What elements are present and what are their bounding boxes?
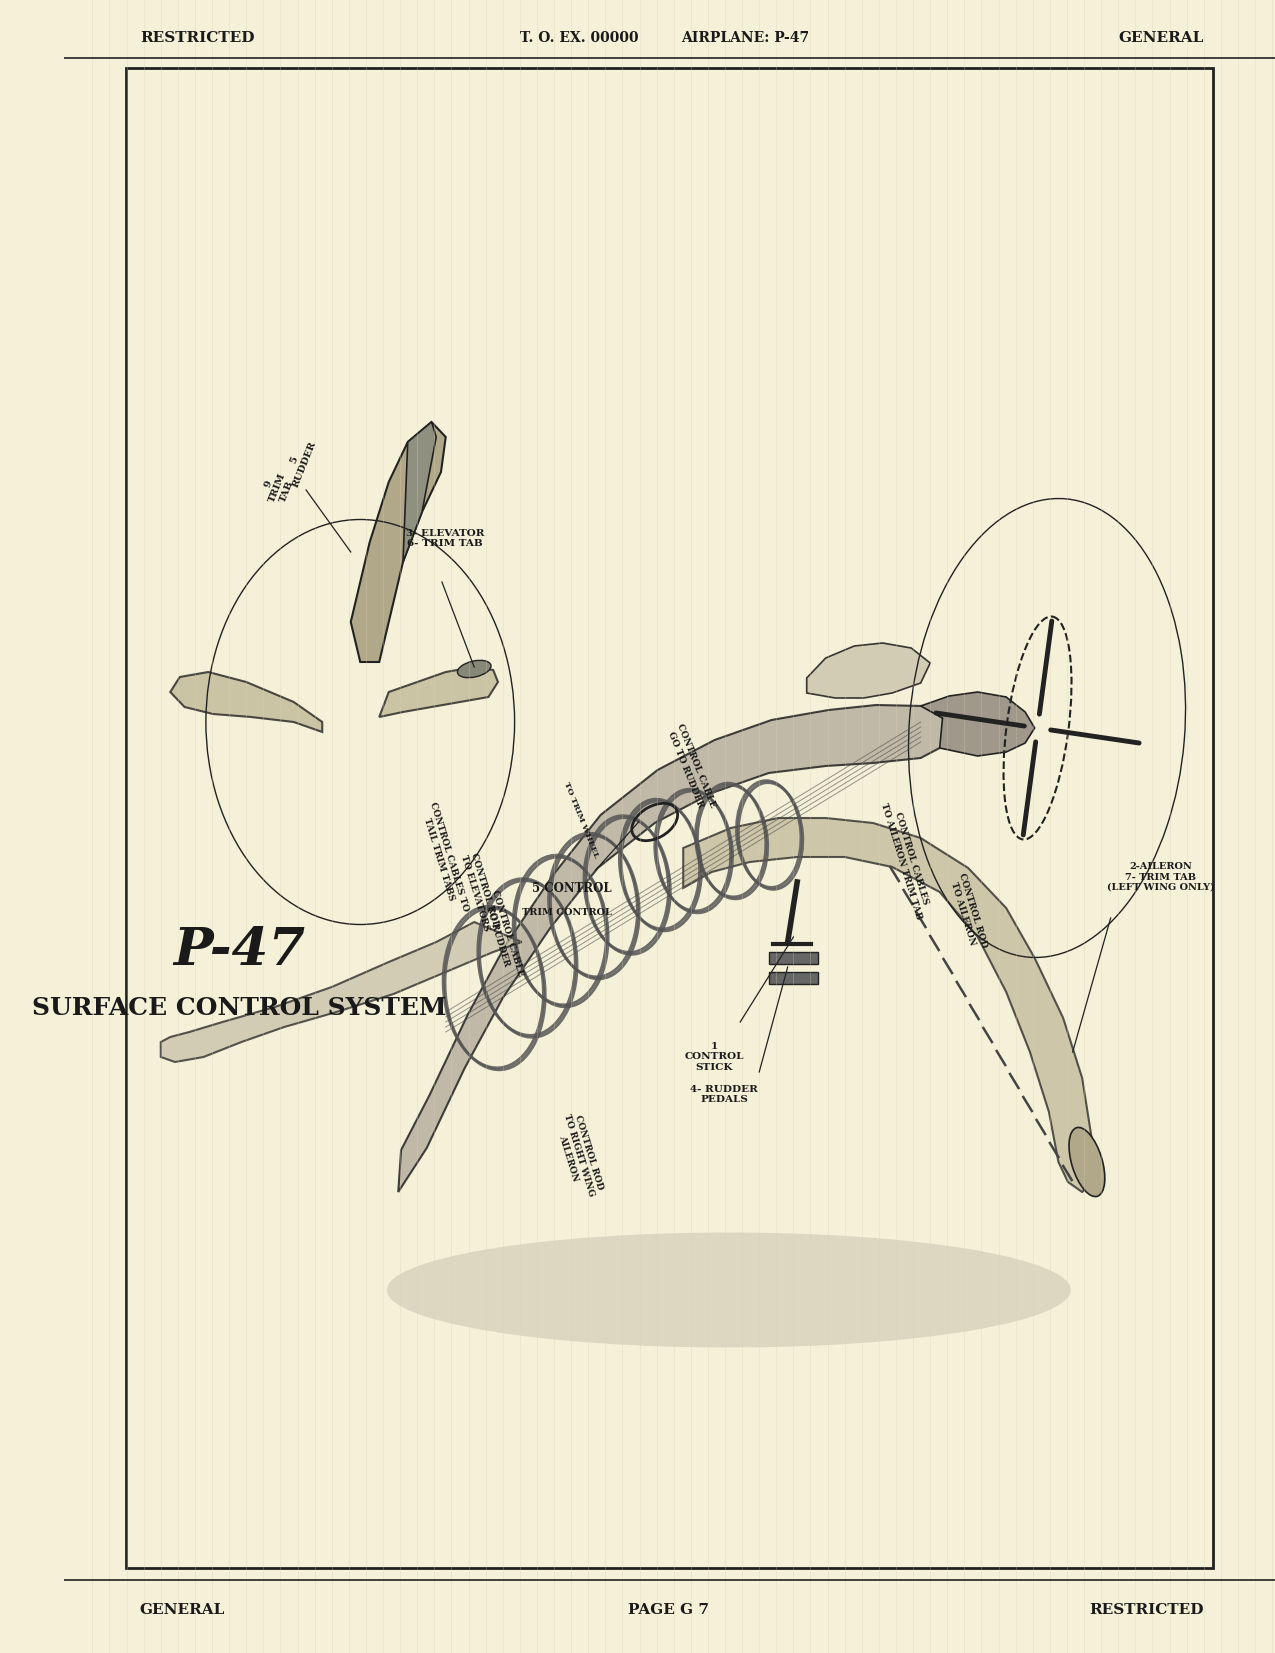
Polygon shape [379, 668, 499, 717]
Text: TRIM CONTROL: TRIM CONTROL [523, 907, 612, 917]
Text: CONTROL ROD
TO AILERON: CONTROL ROD TO AILERON [947, 873, 989, 952]
Text: RESTRICTED: RESTRICTED [140, 31, 255, 45]
Text: RESTRICTED: RESTRICTED [1089, 1603, 1204, 1617]
Text: 9
TRIM
TAB: 9 TRIM TAB [258, 468, 297, 507]
Text: GENERAL: GENERAL [1118, 31, 1204, 45]
Bar [769, 972, 819, 984]
Text: 4- RUDDER
PEDALS: 4- RUDDER PEDALS [690, 1084, 759, 1104]
Text: 2-AILERON
7- TRIM TAB
(LEFT WING ONLY): 2-AILERON 7- TRIM TAB (LEFT WING ONLY) [1107, 863, 1215, 893]
Text: PAGE G 7: PAGE G 7 [629, 1603, 709, 1617]
Text: GENERAL: GENERAL [140, 1603, 226, 1617]
Polygon shape [921, 693, 1035, 755]
Ellipse shape [386, 1233, 1071, 1347]
Text: CONTROL CABLE
GO TO RUDDER: CONTROL CABLE GO TO RUDDER [666, 722, 717, 813]
Text: 3- ELEVATOR
6- TRIM TAB: 3- ELEVATOR 6- TRIM TAB [405, 529, 484, 549]
Polygon shape [351, 422, 446, 661]
Text: T. O. EX. 00000: T. O. EX. 00000 [520, 31, 639, 45]
Ellipse shape [1068, 1127, 1105, 1197]
Text: AIRPLANE: P-47: AIRPLANE: P-47 [681, 31, 810, 45]
Text: 5
RUDDER: 5 RUDDER [282, 436, 317, 488]
Text: CONTROL CABLES
TO AILERON TRIM TAB: CONTROL CABLES TO AILERON TRIM TAB [880, 798, 933, 921]
Polygon shape [807, 643, 931, 698]
Text: 1
CONTROL
STICK: 1 CONTROL STICK [685, 1041, 745, 1071]
Text: TO TRIM WHEEL: TO TRIM WHEEL [562, 780, 601, 860]
Text: 5 CONTROL: 5 CONTROL [532, 883, 612, 894]
Polygon shape [683, 818, 1091, 1192]
Polygon shape [161, 922, 521, 1061]
Polygon shape [171, 673, 323, 732]
Bar [126, 68, 1214, 1569]
Bar [769, 952, 819, 964]
Text: CONTROL ROD
TO ELEVATORS: CONTROL ROD TO ELEVATORS [459, 851, 501, 932]
Text: CONTROL CABLE
TO RUDDER: CONTROL CABLE TO RUDDER [481, 889, 525, 980]
Text: SURFACE CONTROL SYSTEM: SURFACE CONTROL SYSTEM [32, 997, 446, 1020]
Text: P-47: P-47 [173, 924, 306, 975]
Polygon shape [398, 704, 949, 1192]
Text: CONTROL CABLES TO
TAIL TRIM TABS: CONTROL CABLES TO TAIL TRIM TABS [418, 800, 469, 916]
Text: CONTROL ROD
TO RIGHT WING
AILERON: CONTROL ROD TO RIGHT WING AILERON [552, 1109, 606, 1200]
Polygon shape [403, 422, 436, 562]
Ellipse shape [458, 660, 491, 678]
